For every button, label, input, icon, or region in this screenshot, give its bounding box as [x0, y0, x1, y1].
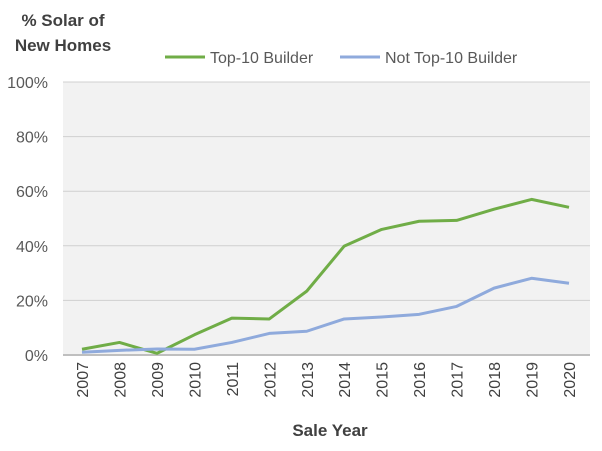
legend-label: Top-10 Builder — [210, 50, 314, 67]
x-tick-label: 2018 — [487, 362, 504, 398]
plot-area — [63, 82, 590, 355]
y-tick-label: 0% — [25, 348, 48, 365]
legend-label: Not Top-10 Builder — [385, 50, 518, 67]
x-tick-label: 2014 — [337, 362, 354, 398]
x-tick-label: 2019 — [525, 362, 542, 398]
x-tick-label: 2009 — [150, 362, 167, 398]
x-tick-label: 2007 — [75, 362, 92, 398]
x-tick-label: 2020 — [562, 362, 579, 398]
y-tick-label: 60% — [16, 184, 48, 201]
y-tick-label: 100% — [7, 75, 48, 92]
x-tick-label: 2015 — [375, 362, 392, 398]
x-tick-label: 2017 — [450, 362, 467, 398]
y-tick-label: 80% — [16, 130, 48, 147]
x-tick-label: 2012 — [262, 362, 279, 398]
y-tick-label: 40% — [16, 239, 48, 256]
y-axis-title: % Solar of New Homes — [14, 11, 112, 55]
x-tick-label: 2008 — [112, 362, 129, 398]
series-line-2 — [81, 276, 570, 354]
x-tick-label: 2013 — [300, 362, 317, 398]
x-tick-label: 2011 — [225, 362, 242, 397]
x-tick-label: 2010 — [187, 362, 204, 398]
y-tick-label: 20% — [16, 293, 48, 310]
x-axis-title: Sale Year — [292, 421, 368, 440]
x-tick-label: 2016 — [412, 362, 429, 398]
